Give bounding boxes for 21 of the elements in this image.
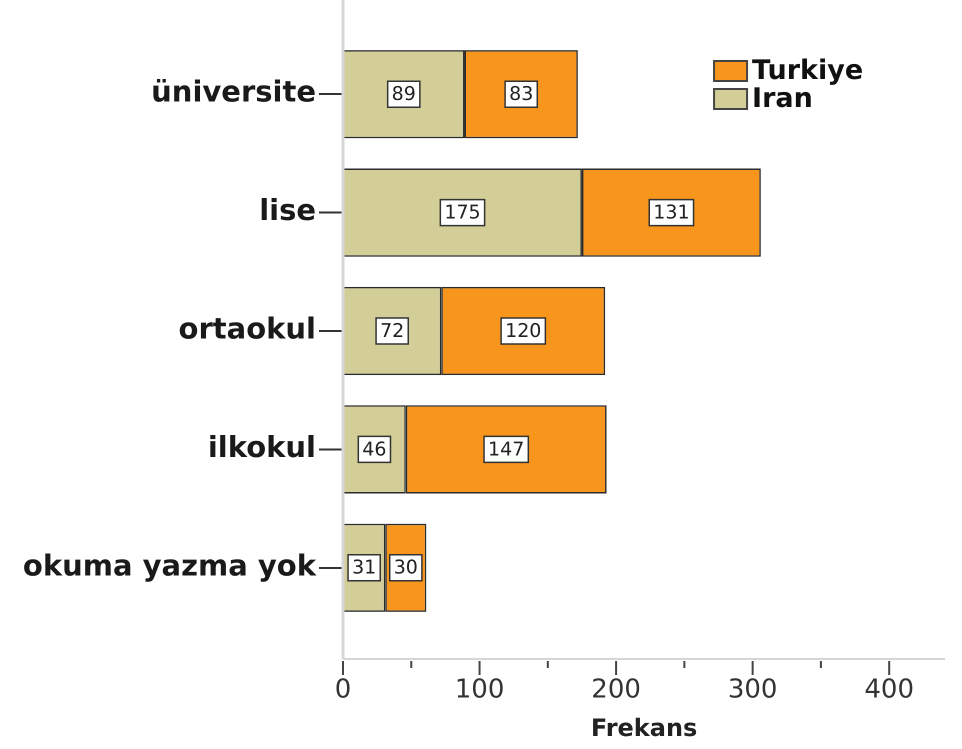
data-label: 89 bbox=[392, 83, 416, 106]
data-label: 120 bbox=[505, 320, 542, 342]
x-tick-label: 300 bbox=[728, 674, 778, 704]
y-tick-label: üniversite bbox=[151, 74, 316, 109]
x-tick-label: 100 bbox=[454, 674, 504, 704]
data-label: 147 bbox=[488, 438, 524, 460]
y-tick-label: ilkokul bbox=[208, 430, 316, 464]
data-label: 46 bbox=[362, 438, 386, 460]
x-axis-title: Frekans bbox=[590, 714, 698, 742]
y-tick-label: lise bbox=[259, 193, 316, 228]
data-label: 30 bbox=[394, 556, 418, 579]
data-label: 175 bbox=[444, 202, 481, 224]
x-tick-label: 200 bbox=[591, 674, 641, 704]
data-label: 83 bbox=[509, 83, 534, 106]
data-label: 72 bbox=[380, 320, 404, 342]
x-tick-label: 400 bbox=[864, 674, 914, 704]
x-tick-label: 0 bbox=[334, 674, 352, 704]
data-label: 31 bbox=[352, 556, 376, 579]
data-label: 131 bbox=[653, 202, 690, 224]
y-tick-label: okuma yazma yok bbox=[22, 548, 317, 582]
y-tick-label: ortaokul bbox=[178, 312, 316, 346]
